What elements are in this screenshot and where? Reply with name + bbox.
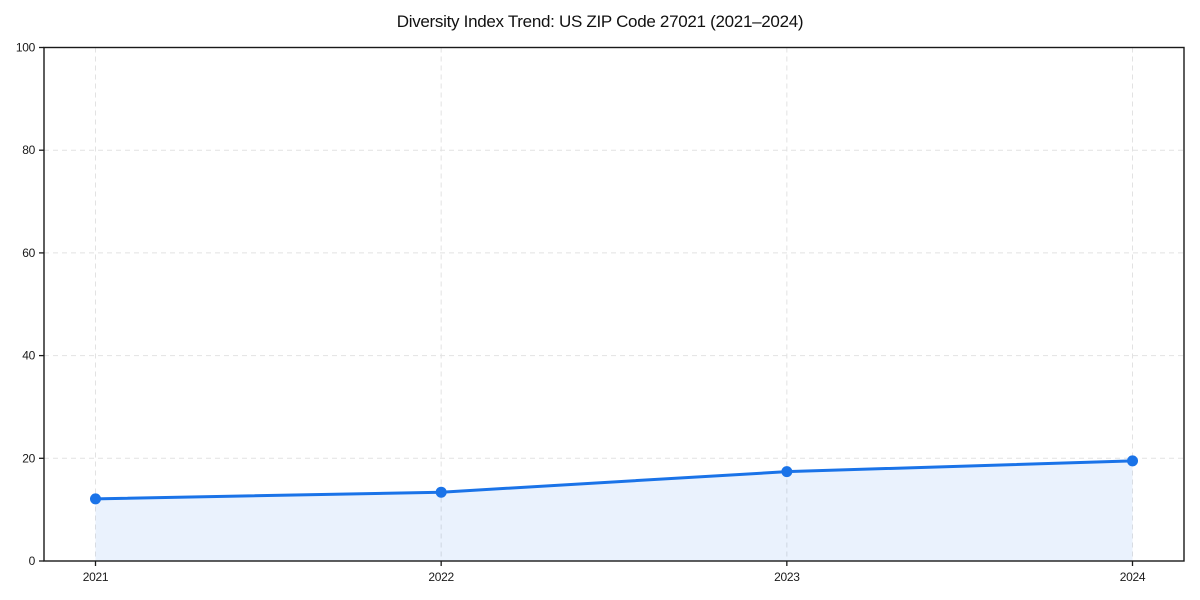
chart-title: Diversity Index Trend: US ZIP Code 27021… [396, 12, 804, 31]
y-tick-label: 80 [22, 143, 35, 157]
plot-border [43, 46, 1185, 562]
x-tick-label: 2022 [428, 570, 454, 584]
x-tick-label: 2023 [774, 570, 800, 584]
data-point-marker [435, 486, 447, 498]
y-tick-label: 60 [22, 246, 35, 260]
x-tick-label: 2021 [83, 570, 109, 584]
data-point-marker [781, 466, 793, 478]
y-tick-label: 20 [22, 451, 35, 465]
y-tick-label: 100 [16, 41, 36, 55]
data-point-marker [1127, 455, 1138, 467]
y-tick-label: 40 [22, 349, 35, 363]
y-tick-label: 0 [29, 554, 36, 568]
data-point-marker [90, 493, 101, 505]
area-fill [95, 460, 1133, 561]
x-tick-label: 2024 [1120, 570, 1146, 584]
trend-line [94, 459, 1134, 501]
